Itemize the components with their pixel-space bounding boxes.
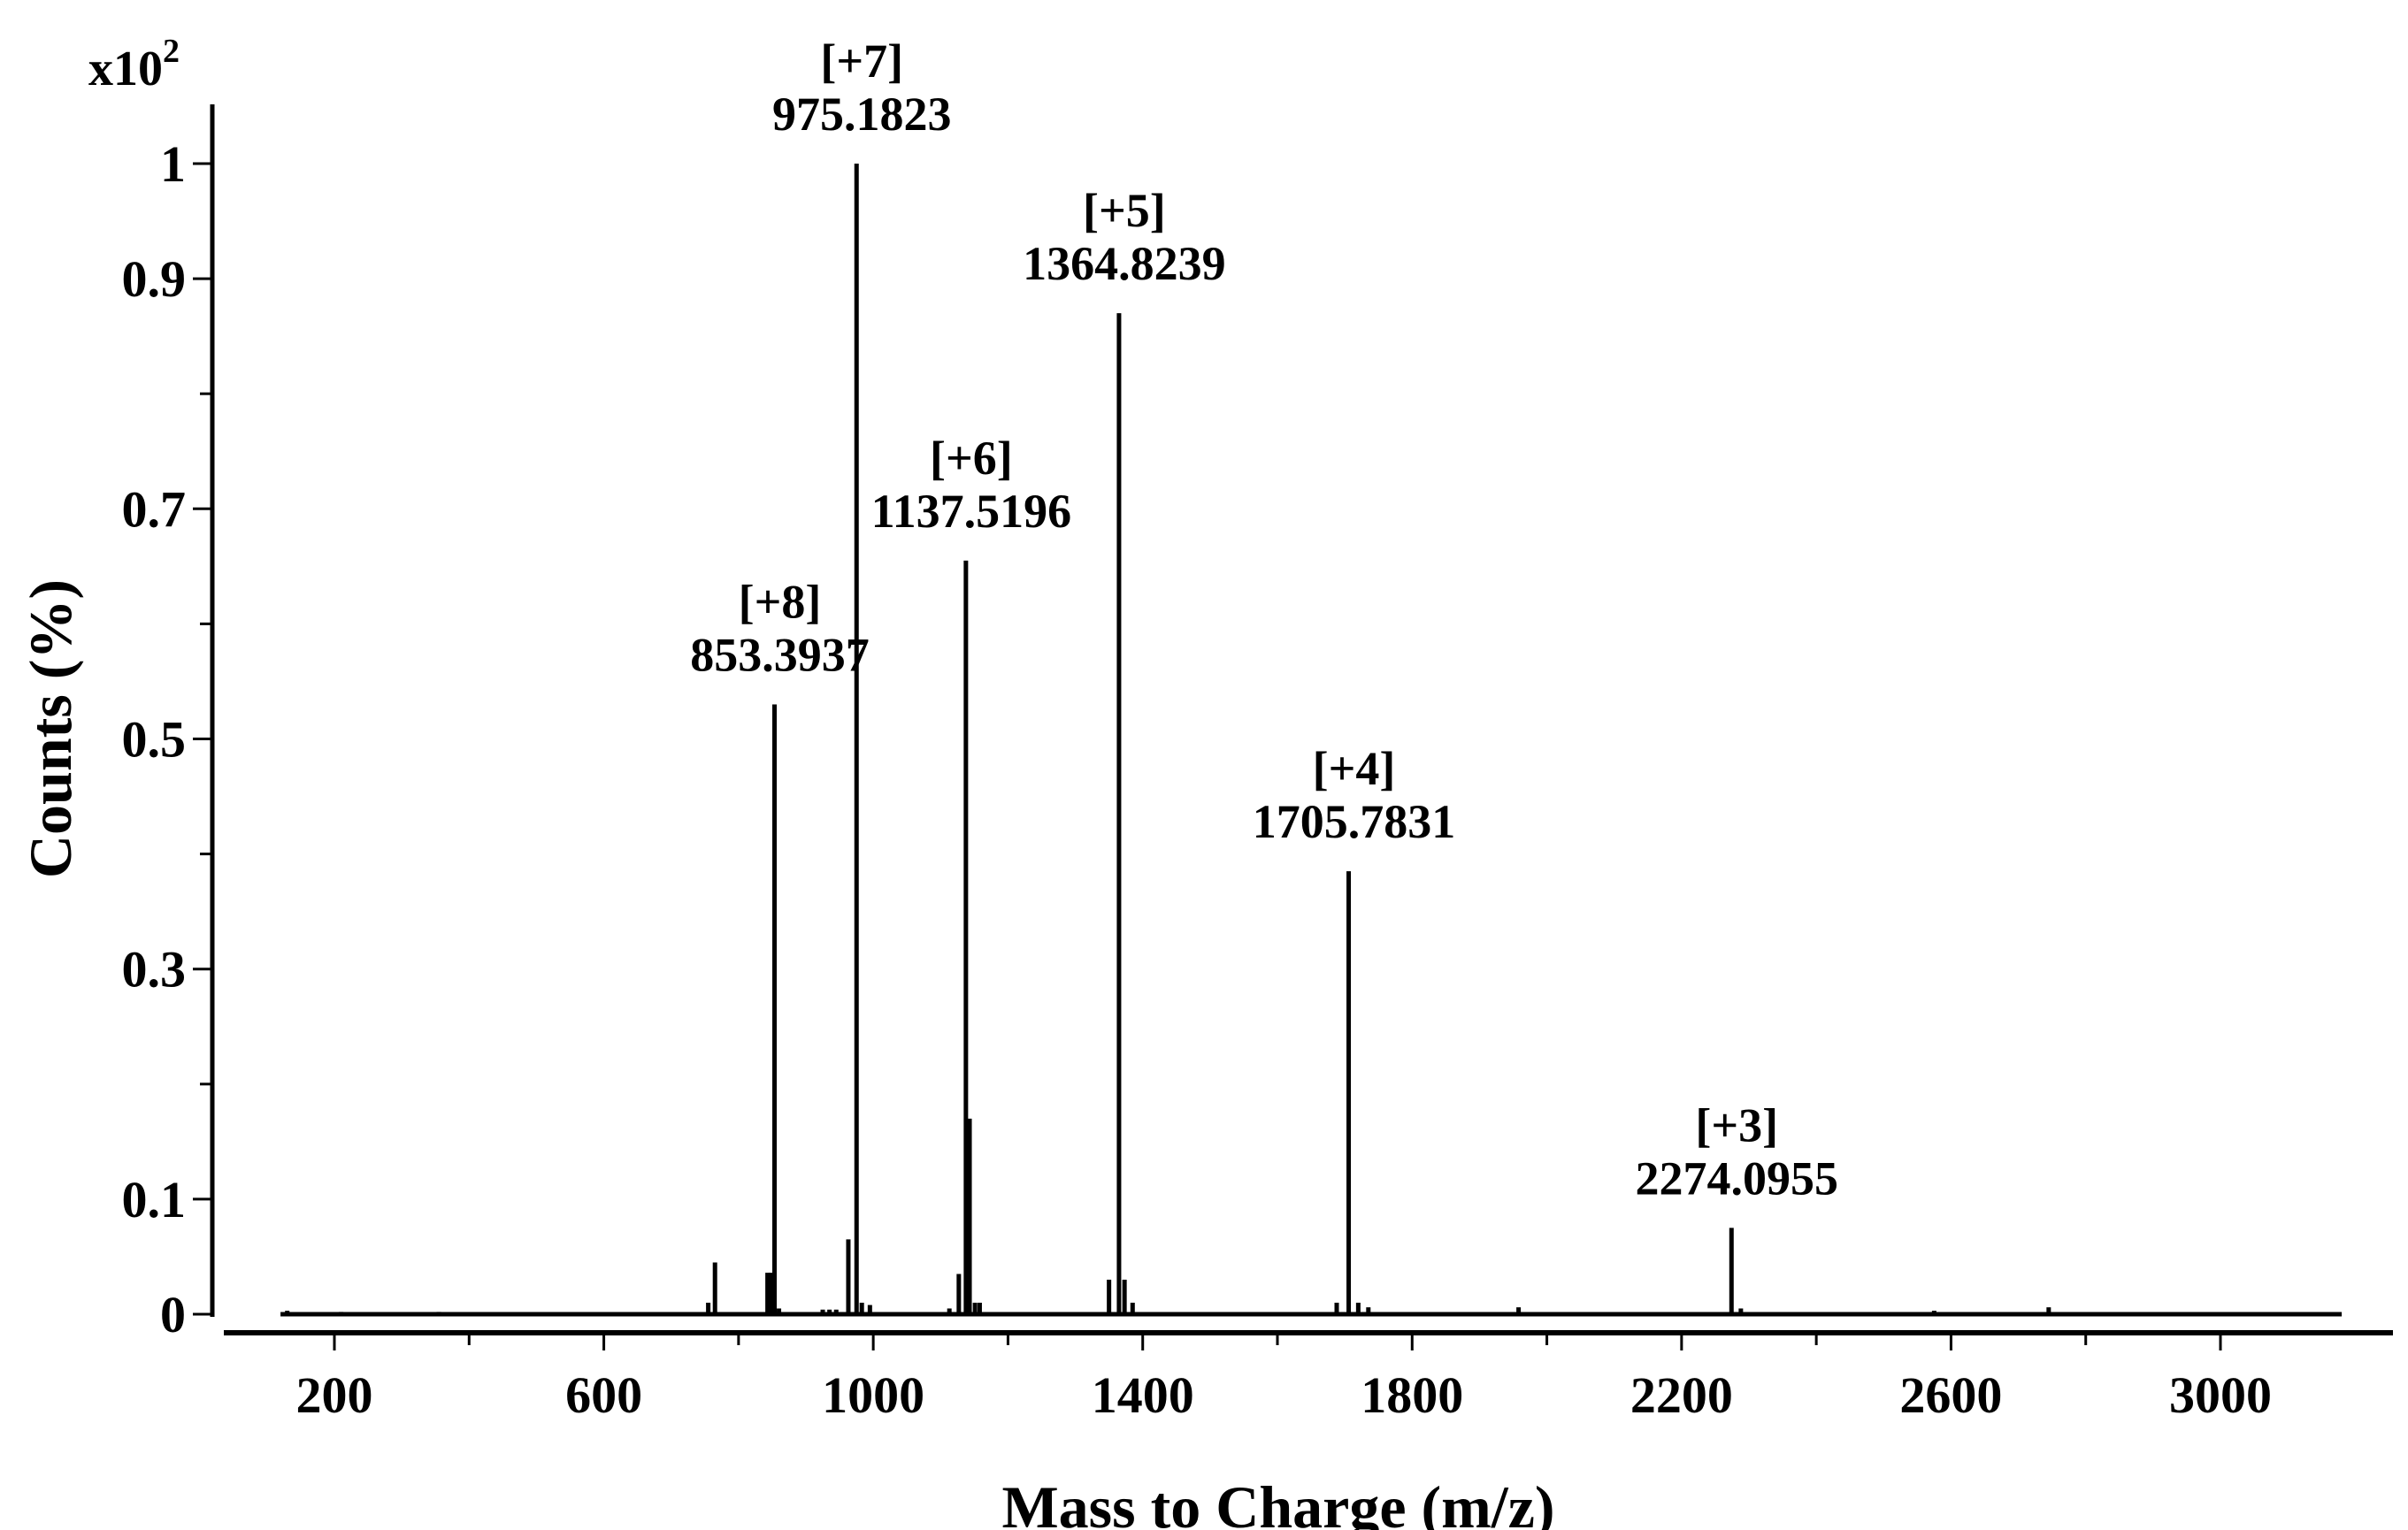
x-tick-label: 3000 (2169, 1366, 2272, 1424)
y-multiplier-base: x10 (88, 42, 163, 96)
y-tick-label: 1 (160, 135, 186, 193)
x-tick-label: 1000 (822, 1366, 924, 1424)
peak-labels: 853.3937[+8] 975.1823[+7] 1137.5196[+6] 136… (690, 34, 1838, 1205)
peak-mz-label: 853.3937 (690, 628, 870, 681)
peak-charge-label: [+8] (739, 575, 822, 628)
y-axis-multiplier: x102 (88, 33, 180, 96)
peak-charge-label: [+4] (1313, 742, 1396, 795)
x-tick-label: 200 (296, 1366, 373, 1424)
x-tick-label: 2600 (1899, 1366, 2002, 1424)
peak-charge-label: [+6] (930, 432, 1013, 485)
y-tick-label: 0.3 (122, 941, 187, 998)
peak-charge-label: [+5] (1083, 184, 1166, 237)
peak-charge-label: [+3] (1695, 1098, 1778, 1151)
axis-ticks (193, 162, 2222, 1350)
x-tick-label: 2200 (1630, 1366, 1733, 1424)
y-multiplier-exponent: 2 (163, 33, 180, 70)
y-axis-title: Counts (%) (17, 579, 84, 878)
x-axis: 200 600 1000 1400 1800 2200 2600 3000 (224, 1330, 2393, 1424)
y-axis: 0 0.1 0.3 0.5 0.7 0.9 1 (122, 104, 215, 1343)
peak-mz-label: 1364.8239 (1023, 237, 1226, 290)
y-tick-label: 0.7 (122, 480, 187, 538)
y-tick-label: 0.5 (122, 711, 187, 769)
x-tick-label: 600 (565, 1366, 642, 1424)
x-axis-title: Mass to Charge (m/z) (1001, 1473, 1554, 1530)
peak-mz-label: 975.1823 (772, 88, 952, 141)
x-tick-label: 1800 (1361, 1366, 1463, 1424)
peak-mz-label: 1705.7831 (1253, 795, 1456, 848)
spectrum-peaks (280, 164, 2343, 1317)
peak-mz-label: 2274.0955 (1636, 1151, 1839, 1205)
y-tick-label: 0.1 (122, 1171, 187, 1228)
y-tick-label: 0 (160, 1286, 186, 1343)
peak-mz-label: 1137.5196 (871, 485, 1072, 538)
y-tick-label: 0.9 (122, 250, 187, 308)
peak-charge-label: [+7] (820, 34, 903, 88)
x-tick-label: 1400 (1092, 1366, 1194, 1424)
